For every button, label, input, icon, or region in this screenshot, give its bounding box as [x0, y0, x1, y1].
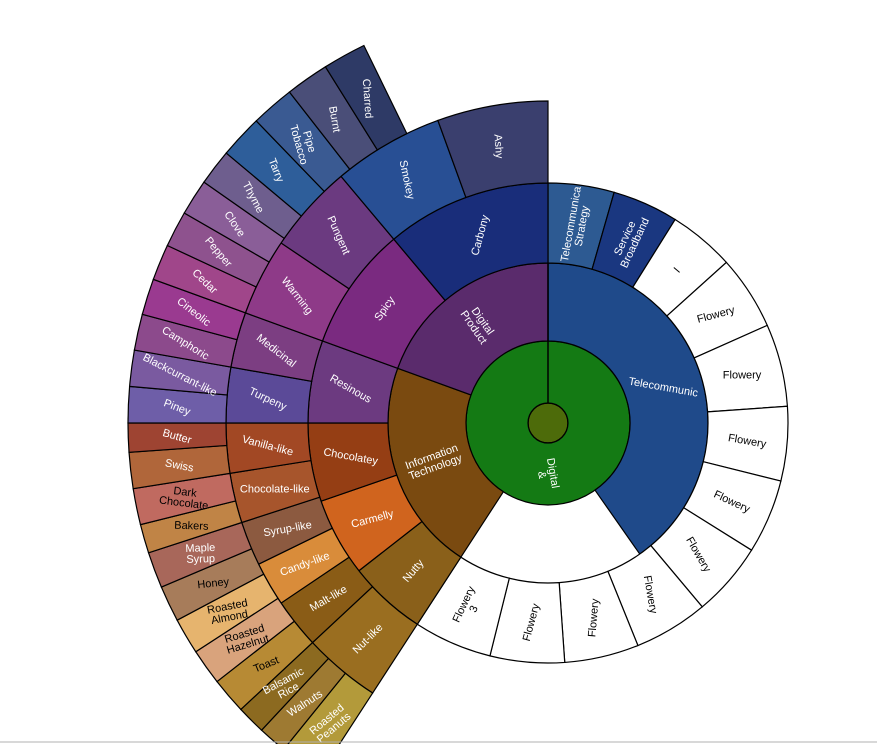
sunburst-label-bakers-5-8: Bakers [174, 520, 209, 533]
sunburst-label-charred-5-23: Charred [360, 78, 375, 118]
sunburst-label-line: Maple [185, 542, 215, 555]
sunburst-label-line: Flowery [723, 370, 762, 382]
sunburst-label-chocolate-like-4-4: Chocolate-like [240, 484, 310, 496]
sunburst-label-line: & [535, 470, 548, 480]
sunburst-label-maple-syrup-5-7: MapleSyrup [185, 542, 216, 566]
sunburst-label-honey-5-6: Honey [197, 576, 230, 591]
sunburst-label-flowery-3-4: Flowery [723, 370, 762, 382]
sunburst-label-line: Digital [544, 457, 561, 489]
sunburst-label-flowery-3-9: Flowery [586, 598, 601, 638]
sunburst-label-line: Honey [197, 576, 230, 591]
sunburst-label-line: Burnt [326, 105, 342, 133]
sunburst-label-line: Bakers [174, 520, 209, 533]
sunburst-label-burnt-5-22: Burnt [326, 105, 342, 133]
sunburst-label-line: Syrup [186, 553, 215, 566]
sunburst-label-dark-chocolate-5-9: DarkChocolate [158, 484, 210, 513]
sunburst-label-line: Chocolate-like [240, 484, 310, 496]
sunburst-label-digital-1-0: Digital& [533, 457, 561, 491]
sunburst-label-line: Swiss [164, 457, 195, 474]
sunburst-label-line: I [672, 265, 683, 275]
sunburst-label-line: Dark [173, 485, 198, 500]
sunburst-label-line: Chocolate [158, 494, 209, 512]
sunburst-segment-ashy-4-11[interactable] [437, 100, 549, 199]
sunburst-label-line: Pipe [300, 130, 318, 154]
sunburst-label-line: Charred [360, 78, 375, 118]
sunburst-label-line: Ashy [491, 134, 505, 160]
sunburst-label-line: Flowery [586, 598, 601, 638]
sunburst-label-swiss-5-10: Swiss [164, 457, 195, 474]
sunburst-label-i-3-2: I [672, 265, 683, 275]
sunburst-label-ashy-4-11: Ashy [491, 134, 505, 160]
sunburst-label-line: 3 [467, 604, 480, 615]
sunburst-segment-charred-5-23[interactable] [324, 44, 408, 151]
